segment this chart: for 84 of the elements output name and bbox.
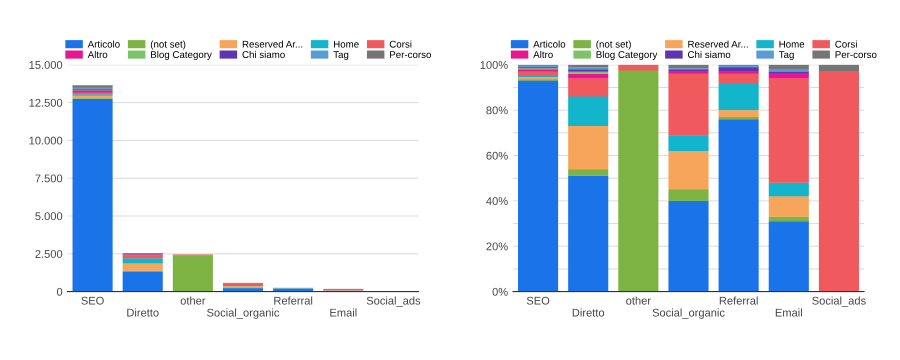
bar (568, 169, 608, 176)
y-tick-label: 7.500 (35, 174, 62, 182)
x-tick-label: Social_ads (812, 296, 866, 307)
bar (273, 288, 314, 292)
x-tick-label: other (180, 296, 206, 305)
bar (568, 126, 608, 170)
legend-label: Chi siamo (242, 50, 285, 58)
bar (718, 119, 759, 292)
bar (122, 255, 163, 258)
legend-label: Per-corso (390, 51, 432, 58)
legend-label: Blog Category (596, 50, 658, 60)
legend-label: (not set) (150, 40, 186, 50)
y-tick-label: 20% (486, 242, 508, 250)
y-tick-label: 100% (480, 61, 508, 69)
x-tick-label: other (626, 296, 651, 305)
bar (222, 283, 264, 286)
legend-label: Corsi (835, 40, 857, 48)
legend-label: Tag (778, 51, 794, 60)
bar (818, 64, 859, 72)
bar (768, 196, 809, 217)
x-tick-label: Diretto (127, 308, 159, 317)
bar (122, 272, 163, 292)
legend-label: Tag (333, 51, 348, 60)
bar (768, 74, 809, 78)
x-tick-label: Email (330, 308, 356, 317)
legend-label: Blog Category (151, 50, 212, 60)
legend-label: Altro (533, 50, 553, 58)
legend-label: Reserved Ar... (688, 40, 748, 48)
x-tick-label: Diretto (572, 308, 604, 317)
bar (768, 78, 809, 183)
x-tick-label: Social_organic (652, 308, 725, 319)
bar (122, 263, 163, 271)
y-tick-label: 2.500 (35, 250, 62, 258)
bar (768, 64, 809, 70)
y-tick-label: 10.000 (30, 136, 62, 145)
bar (668, 74, 709, 136)
legend-label: Home (780, 40, 804, 48)
bar (718, 110, 759, 117)
bar (668, 200, 709, 292)
bar (568, 74, 608, 78)
bar (568, 96, 608, 126)
bar (668, 135, 709, 151)
y-tick-label: 0 (56, 288, 62, 296)
bar (72, 98, 113, 292)
bar (718, 67, 759, 72)
bar (618, 64, 658, 70)
x-tick-label: Referral (720, 296, 758, 305)
legend-label: (not set) (596, 40, 631, 50)
bar (668, 150, 709, 190)
legend-label: Reserved Ar... (242, 40, 302, 48)
bar (122, 258, 163, 264)
bar (768, 182, 809, 196)
bar (568, 78, 608, 97)
x-tick-label: SEO (526, 296, 550, 305)
bar (718, 74, 759, 83)
y-tick-label: 0% (492, 288, 508, 296)
bar (172, 255, 213, 292)
bar (568, 176, 608, 292)
y-tick-label: 12.500 (30, 98, 62, 107)
bar (518, 72, 558, 76)
bar (518, 80, 558, 292)
x-tick-label: Email (776, 308, 802, 317)
bar (668, 190, 709, 201)
y-tick-label: 5.000 (35, 212, 62, 220)
legend-label: Chi siamo (688, 50, 730, 58)
legend-label: Articolo (88, 40, 120, 48)
legend-label: Corsi (390, 40, 412, 48)
y-tick-label: 60% (486, 152, 508, 160)
x-tick-label: Social_organic (207, 308, 280, 319)
bar (818, 72, 859, 292)
y-tick-label: 80% (486, 106, 508, 114)
bar (618, 70, 658, 292)
bar (718, 82, 759, 110)
bar (768, 216, 809, 222)
x-tick-label: Social_ads (366, 296, 420, 307)
legend-label: Home (334, 40, 359, 48)
y-tick-label: 15.000 (30, 61, 62, 69)
x-tick-label: Referral (274, 296, 312, 305)
legend-label: Articolo (533, 40, 566, 48)
y-tick-label: 40% (486, 197, 508, 206)
legend-label: Altro (88, 50, 108, 58)
legend-label: Per-corso (836, 51, 877, 58)
bar (768, 221, 809, 292)
x-tick-label: SEO (81, 296, 104, 305)
